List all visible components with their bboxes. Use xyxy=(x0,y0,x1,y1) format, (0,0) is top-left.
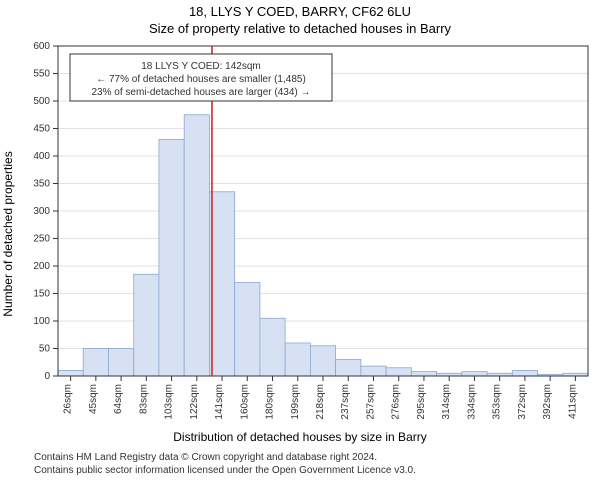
svg-text:103sqm: 103sqm xyxy=(164,384,175,420)
histogram-bar xyxy=(336,360,361,377)
svg-text:550: 550 xyxy=(33,69,50,80)
svg-text:300: 300 xyxy=(33,206,50,217)
svg-text:26sqm: 26sqm xyxy=(63,384,74,414)
histogram-bar xyxy=(108,349,133,377)
title-sub: Size of property relative to detached ho… xyxy=(0,21,600,36)
svg-text:64sqm: 64sqm xyxy=(113,384,124,414)
svg-text:122sqm: 122sqm xyxy=(189,384,200,420)
svg-text:295sqm: 295sqm xyxy=(416,384,427,420)
svg-text:314sqm: 314sqm xyxy=(441,384,452,420)
histogram-bar xyxy=(58,371,83,377)
svg-text:160sqm: 160sqm xyxy=(239,384,250,420)
histogram-bar xyxy=(209,192,234,376)
histogram-bar xyxy=(361,366,386,376)
svg-text:400: 400 xyxy=(33,151,50,162)
chart-container: Number of detached properties 0 50 100 150 2… xyxy=(0,40,600,428)
svg-text:250: 250 xyxy=(33,234,50,245)
histogram-bar xyxy=(512,371,537,377)
svg-text:450: 450 xyxy=(33,124,50,135)
svg-text:372sqm: 372sqm xyxy=(517,384,528,420)
histogram-bar xyxy=(184,115,209,376)
histogram-bar xyxy=(386,368,411,376)
svg-text:199sqm: 199sqm xyxy=(290,384,301,420)
svg-text:218sqm: 218sqm xyxy=(315,384,326,420)
svg-text:353sqm: 353sqm xyxy=(492,384,503,420)
svg-text:50: 50 xyxy=(39,344,51,355)
histogram-bar xyxy=(462,372,487,376)
annotation-line: ← 77% of detached houses are smaller (1,… xyxy=(96,74,306,85)
svg-text:237sqm: 237sqm xyxy=(340,384,351,420)
svg-text:411sqm: 411sqm xyxy=(567,384,578,419)
histogram-bar xyxy=(235,283,260,377)
svg-text:334sqm: 334sqm xyxy=(466,384,477,420)
histogram-bar xyxy=(310,346,335,376)
histogram-bar xyxy=(134,274,159,376)
histogram-bar xyxy=(411,372,436,376)
title-main: 18, LLYS Y COED, BARRY, CF62 6LU xyxy=(0,4,600,19)
footer-line-2: Contains public sector information licen… xyxy=(34,465,600,478)
annotation-line: 23% of semi-detached houses are larger (… xyxy=(91,87,310,98)
svg-text:100: 100 xyxy=(33,316,50,327)
svg-text:83sqm: 83sqm xyxy=(138,384,149,414)
histogram-bar xyxy=(260,318,285,376)
svg-text:0: 0 xyxy=(44,371,50,382)
y-axis-label: Number of detached properties xyxy=(1,151,15,316)
svg-text:200: 200 xyxy=(33,261,50,272)
svg-text:141sqm: 141sqm xyxy=(214,384,225,420)
x-axis-label: Distribution of detached houses by size … xyxy=(0,430,600,444)
svg-text:350: 350 xyxy=(33,179,50,190)
histogram-bar xyxy=(285,343,310,376)
svg-text:180sqm: 180sqm xyxy=(265,384,276,420)
svg-text:500: 500 xyxy=(33,96,50,107)
svg-text:392sqm: 392sqm xyxy=(542,384,553,420)
svg-text:600: 600 xyxy=(33,41,50,52)
annotation-line: 18 LLYS Y COED: 142sqm xyxy=(141,61,261,72)
svg-text:150: 150 xyxy=(33,289,50,300)
svg-text:45sqm: 45sqm xyxy=(88,384,99,414)
histogram-bar xyxy=(159,140,184,377)
svg-text:257sqm: 257sqm xyxy=(365,384,376,420)
footer-attribution: Contains HM Land Registry data © Crown c… xyxy=(34,452,600,477)
svg-text:276sqm: 276sqm xyxy=(391,384,402,420)
histogram-bar xyxy=(83,349,108,377)
footer-line-1: Contains HM Land Registry data © Crown c… xyxy=(34,452,600,465)
histogram-chart: 0 50 100 150 200 250 300 350 400 450 500 550 600 26sq… xyxy=(0,40,600,428)
